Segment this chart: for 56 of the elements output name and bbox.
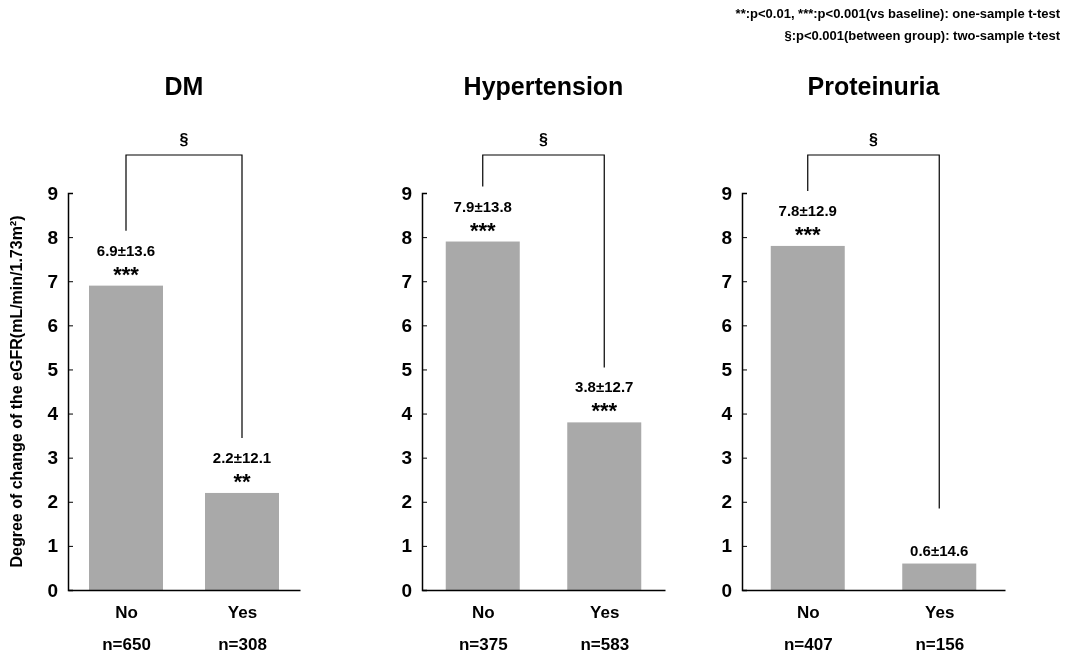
x-tick-label: No n=407 [783, 603, 833, 655]
y-tick-label: 1 [721, 535, 733, 557]
chart-title: Proteinuria [807, 72, 941, 100]
y-tick-label: 8 [721, 226, 732, 248]
data-label: 7.8±12.9 [778, 201, 837, 219]
text: § [179, 131, 189, 148]
y-tick-label: 5 [47, 359, 59, 381]
y-tick-label: 5 [401, 359, 413, 381]
y-tick-label: 6 [47, 314, 58, 336]
y-tick-label: 0 [721, 579, 732, 601]
y-tick-label: 2 [47, 491, 58, 513]
annotation: *** [469, 217, 497, 243]
data-label: 0.6±14.6 [910, 541, 969, 559]
y-tick-label: 7 [47, 270, 58, 292]
y-tick-label: 7 [401, 270, 412, 292]
text: § [869, 131, 879, 148]
text: §:p<0.001(between group): two-sample t-test [784, 28, 1061, 43]
y-tick-label: 0 [47, 579, 58, 601]
data-label: 2.2±12.1 [212, 448, 272, 466]
y-tick-label: 8 [401, 226, 412, 248]
y-tick-label: 2 [401, 491, 412, 513]
data-label: 6.9±13.6 [96, 241, 156, 259]
data-label: 7.9±13.8 [453, 197, 512, 215]
data-label: 3.8±12.7 [575, 378, 634, 396]
text: **:p<0.01, ***:p<0.001(vs baseline): one-sample t-test [735, 6, 1061, 21]
annotation: *** [591, 398, 618, 424]
y-tick-label: 3 [721, 447, 732, 469]
y-tick-label: 3 [401, 447, 412, 469]
y-tick-label: 5 [721, 359, 733, 381]
y-tick-label: 9 [401, 182, 412, 204]
annotation: *** [794, 221, 822, 247]
y-tick-label: 6 [401, 314, 412, 336]
y-tick-label: 4 [401, 403, 413, 425]
chart-title: DM [164, 72, 204, 100]
y-tick-label: 3 [47, 447, 58, 469]
y-tick-label: 8 [47, 226, 58, 248]
x-tick-label: Yes n=156 [915, 603, 965, 655]
y-tick-label: 9 [47, 182, 58, 204]
y-tick-label: 4 [47, 403, 59, 425]
y-tick-label: 4 [721, 403, 733, 425]
y-tick-label: 1 [47, 535, 59, 557]
x-tick-label: No n=375 [458, 603, 508, 655]
y-tick-label: 9 [721, 182, 732, 204]
y-tick-label: 7 [721, 270, 732, 292]
y-tick-label: 0 [401, 579, 412, 601]
x-tick-label: Yes n=308 [218, 603, 267, 655]
y-axis-title: Degree of change of the eGFR(mL/min/1.73m²) [8, 215, 25, 568]
annotation: *** [113, 261, 140, 287]
chart-title: Hypertension [463, 72, 624, 100]
text: § [539, 131, 549, 148]
x-tick-label: No n=650 [102, 603, 151, 655]
annotation: ** [233, 468, 251, 494]
y-tick-label: 6 [721, 314, 732, 336]
y-tick-label: 2 [721, 491, 732, 513]
x-tick-label: Yes n=583 [580, 603, 630, 655]
y-tick-label: 1 [401, 535, 413, 557]
